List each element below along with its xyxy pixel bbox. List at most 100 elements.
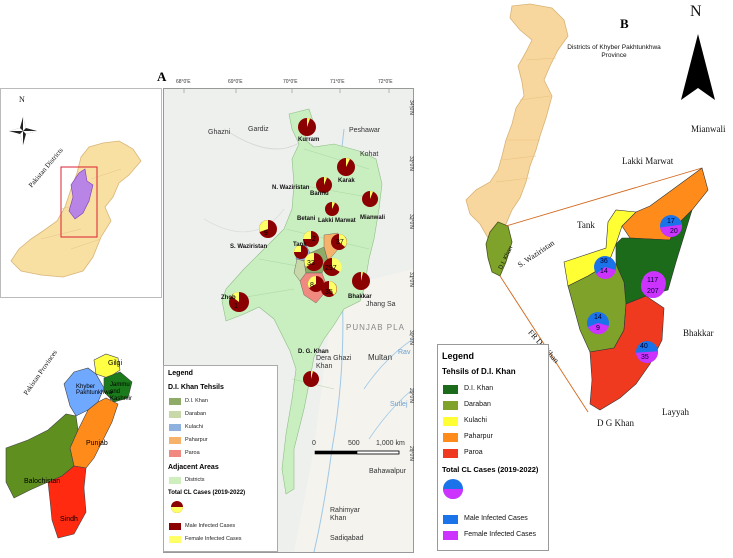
pie-s-waziristan xyxy=(259,220,277,238)
legend-a-label-male: Male Infected Cases xyxy=(185,523,236,529)
pie-bhakkar xyxy=(352,271,370,290)
pie-b-dikhan-female: 207 xyxy=(647,288,659,295)
tick-right-2: 32°0'N xyxy=(408,214,414,229)
scale-label-1000: 1,000 km xyxy=(376,440,405,447)
district-label-karak: Karak xyxy=(338,178,355,184)
pie-daraban xyxy=(307,275,324,292)
place-dera-ghazi-khan: Dera Ghazi Khan xyxy=(316,355,352,370)
district-label-zhob: Zhob xyxy=(221,295,236,301)
place-b-dg-khan: D G Khan xyxy=(597,418,634,428)
river-label-sutlej: Sutlej xyxy=(390,401,408,408)
pie-tank xyxy=(303,231,319,247)
legend-a-adjacent-title: Adjacent Areas xyxy=(168,464,219,471)
kp-province-shape xyxy=(465,3,569,239)
river-ravi-line xyxy=(363,338,413,390)
legend-b-label-kulachi: Kulachi xyxy=(464,417,487,424)
legend-a-label-kulachi: Kulachi xyxy=(185,424,204,430)
pie-karak xyxy=(337,158,355,176)
legend-b-label-male: Male Infected Cases xyxy=(464,515,528,522)
legend-a-label-districts: Districts xyxy=(185,477,205,483)
district-label-s-waziristan: S. Waziristan xyxy=(230,244,268,250)
legend-a-label-female: Female Infected Cases xyxy=(185,536,242,542)
place-b-layyah: Layyah xyxy=(662,407,689,417)
legend-b-label-paroa: Paroa xyxy=(464,449,483,456)
pie-value-dikhan: 297 xyxy=(325,265,337,272)
legend-a-title: Legend xyxy=(168,370,193,377)
legend-a-tehsils-title: D.I. Khan Tehsils xyxy=(168,384,224,391)
legend-a-pie-icon xyxy=(171,501,183,513)
place-punjab-plain: PUNJAB PLA xyxy=(346,323,405,332)
tick-top-3: 71°0'E xyxy=(330,79,345,85)
legend-a-swatch-male xyxy=(169,523,181,530)
legend-b-title: Legend xyxy=(442,351,475,361)
pie-value-daraban: 8 xyxy=(310,282,314,289)
pie-b-paroa-female: 35 xyxy=(641,354,649,361)
scale-bar xyxy=(314,450,400,455)
place-sadiqabad: Sadiqabad xyxy=(330,535,364,542)
province-kp-shape xyxy=(63,367,105,417)
river-label-ravi: Rav xyxy=(398,349,411,356)
legend-b-label-paharpur: Paharpur xyxy=(464,433,493,440)
tick-top-4: 72°0'E xyxy=(378,79,393,85)
province-label-gilgi: Gilgi xyxy=(108,360,123,367)
legend-b-swatch-paroa xyxy=(443,449,458,458)
legend-a-swatch-districts xyxy=(169,477,181,484)
pakistan-provinces-svg xyxy=(5,353,133,539)
district-label-n-waziristan: N. Waziristan xyxy=(272,185,310,191)
legend-b-swatch-dikhan xyxy=(443,385,458,394)
connector-line-top xyxy=(505,167,703,227)
province-balochistan-shape xyxy=(5,413,79,499)
legend-b-swatch-daraban xyxy=(443,401,458,410)
north-label-b: N xyxy=(690,3,702,20)
pie-lakki-marwat xyxy=(325,202,339,216)
adjacent-districts-shape xyxy=(221,108,383,495)
district-label-kurram: Kurram xyxy=(298,137,320,143)
pie-mianwali xyxy=(362,191,378,207)
scale-label-0: 0 xyxy=(312,440,316,447)
pie-b-paharpur-female: 20 xyxy=(670,228,678,235)
tick-right-4: 30°0'N xyxy=(408,330,414,345)
legend-a-swatch-dikhan xyxy=(169,398,181,405)
pie-b-daraban-male: 14 xyxy=(594,314,602,321)
tick-right-3: 31°0'N xyxy=(408,272,414,287)
tick-right-1: 33°0'N xyxy=(408,156,414,171)
district-label-mianwali: Mianwali xyxy=(360,215,386,221)
province-label-jk: Jammu and Kashmir xyxy=(110,382,133,402)
legend-b-tehsils-title: Tehsils of D.I. Khan xyxy=(442,367,516,376)
pakistan-districts-inset: N Pakistan Districts xyxy=(0,88,162,298)
pie-b-daraban-female: 9 xyxy=(596,325,600,332)
pakistan-provinces-inset: Pakistan Provinces Gilgi Khyber Pakhtunk… xyxy=(0,298,160,553)
legend-a: Legend D.I. Khan Tehsils D.I. Khan Darab… xyxy=(163,365,278,552)
panel-label-a: A xyxy=(157,69,167,84)
tehsil-b-paroa-shape xyxy=(589,295,665,411)
legend-b-label-daraban: Daraban xyxy=(464,401,491,408)
place-b-mianwali: Mianwali xyxy=(691,124,726,134)
pie-b-kulachi xyxy=(594,256,616,279)
district-label-dg-khan: D. G. Khan xyxy=(298,349,329,355)
north-arrow-icon xyxy=(9,117,37,145)
pie-b-paharpur xyxy=(660,215,682,237)
pie-value-s-waziristan: 9 xyxy=(264,230,268,237)
district-label-betani: Betani xyxy=(297,216,316,222)
tick-right-0: 34°0'N xyxy=(408,100,414,115)
place-jhang: Jhang Sa xyxy=(366,301,396,308)
pakistan-districts-svg xyxy=(9,117,142,278)
place-b-lakki-marwat: Lakki Marwat xyxy=(622,156,674,166)
pie-value-paroa: 35 xyxy=(325,289,333,296)
province-jk-shape xyxy=(103,371,133,403)
tick-right-5: 29°0'N xyxy=(408,388,414,403)
place-b-tank: Tank xyxy=(577,220,595,230)
dikhan-small-shape xyxy=(485,221,513,277)
pie-betani xyxy=(294,245,308,259)
tick-top-2: 70°0'E xyxy=(283,79,298,85)
legend-b-swatch-male xyxy=(443,515,458,524)
province-label-kp: Khyber Pakhtunkhwa xyxy=(76,384,113,396)
legend-b-pie-icon xyxy=(443,479,463,499)
district-label-tank: Tank xyxy=(293,242,307,248)
panel-label-b: B xyxy=(620,16,629,31)
pie-dikhan xyxy=(323,257,342,276)
river-sutlej-line xyxy=(368,388,413,440)
pie-kurram xyxy=(298,117,316,136)
study-area-box xyxy=(60,166,98,238)
study-area-shape xyxy=(68,168,94,220)
